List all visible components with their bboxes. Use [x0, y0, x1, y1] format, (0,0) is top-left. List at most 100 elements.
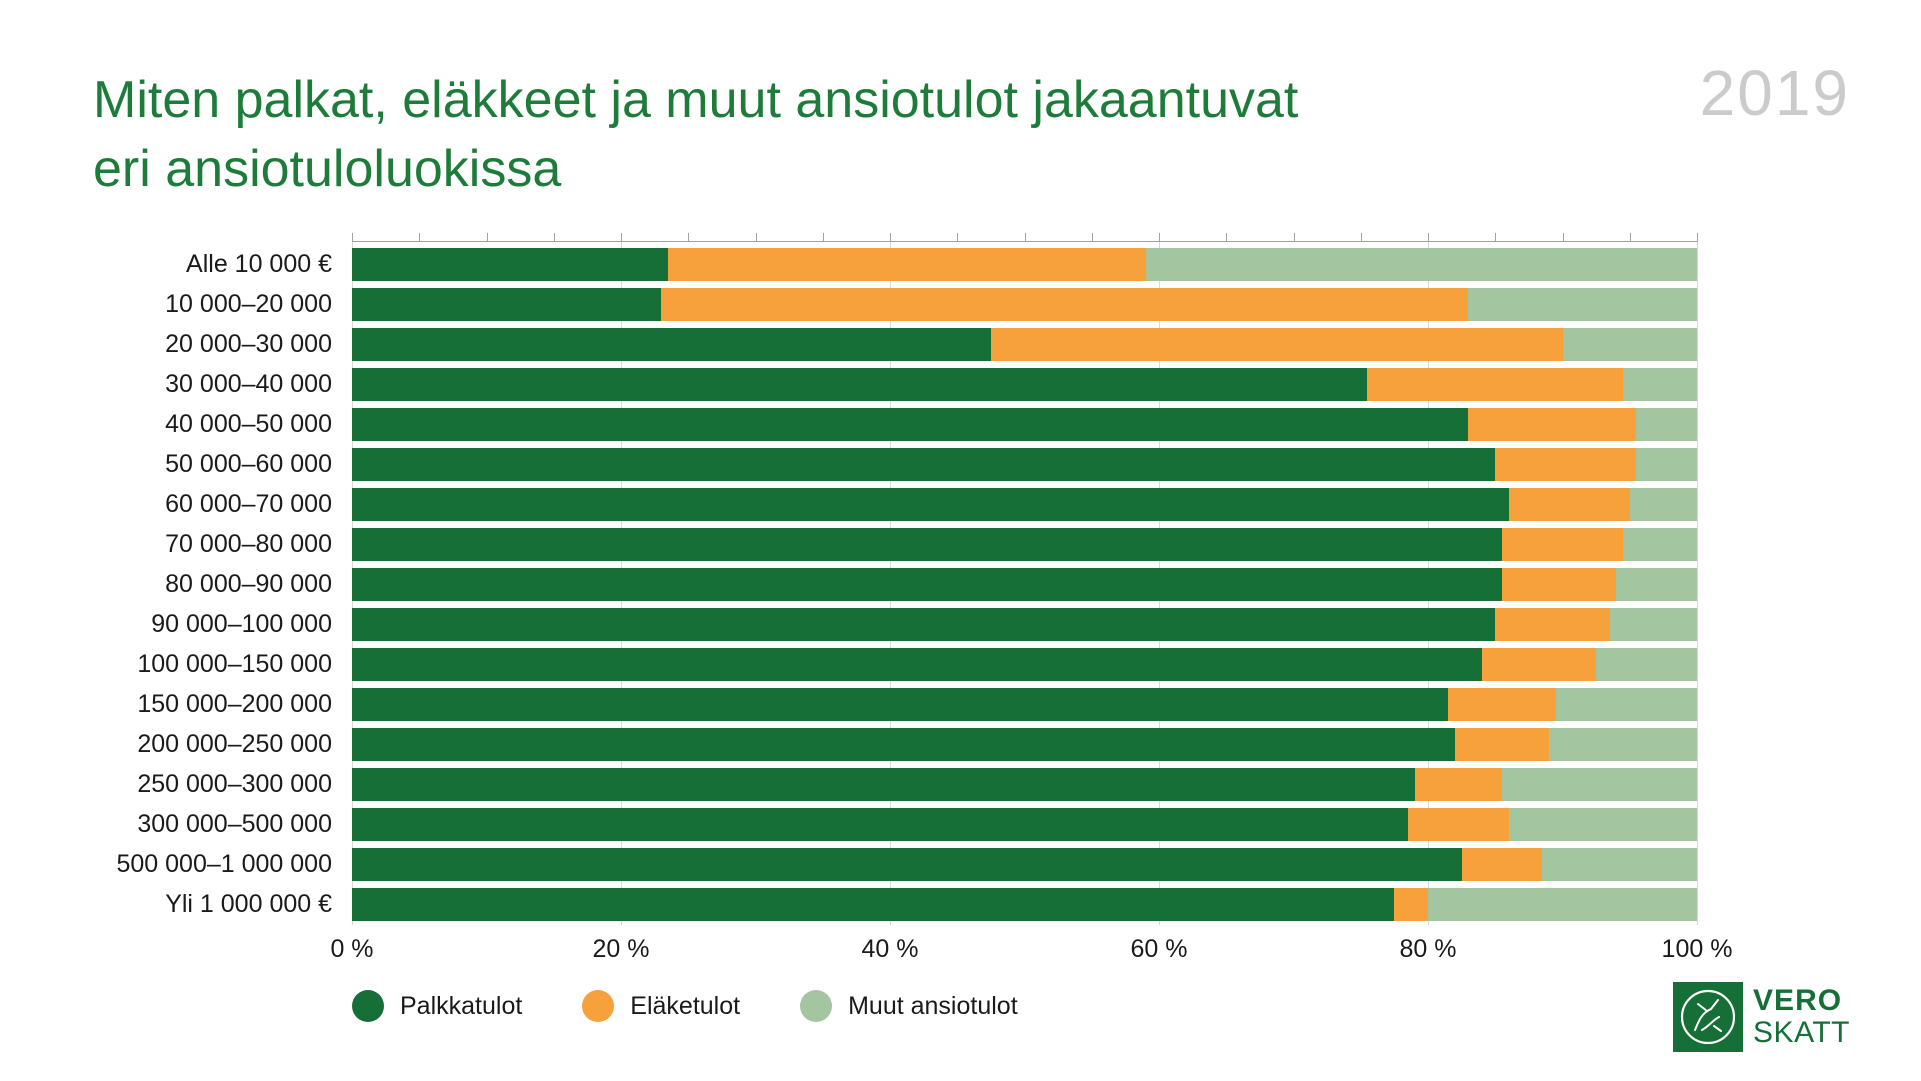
category-label: 250 000–300 000 — [137, 769, 332, 798]
logo-text-vero: VERO — [1753, 983, 1843, 1017]
bar-track — [352, 807, 1697, 841]
axis-tick — [352, 233, 353, 242]
bar-segment-elaketulot — [1407, 807, 1509, 841]
bar-segment-elaketulot — [1448, 687, 1556, 721]
chart-title-line1: Miten palkat, eläkkeet ja muut ansiotulo… — [93, 71, 1299, 129]
chart-row: 80 000–90 000 — [25, 564, 1697, 604]
bar-segment-palkkatulot — [352, 487, 1509, 521]
bar-segment-muut-ansiotulot — [1609, 607, 1697, 641]
axis-tick — [1293, 233, 1295, 242]
bar-segment-elaketulot — [1394, 887, 1428, 921]
bar-track — [352, 607, 1697, 641]
axis-tick — [1024, 233, 1026, 242]
bar-segment-palkkatulot — [352, 327, 991, 361]
chart-row: Yli 1 000 000 € — [25, 884, 1697, 924]
x-axis-tick-label: 100 % — [1661, 935, 1733, 963]
chart-row: 70 000–80 000 — [25, 524, 1697, 564]
chart-row: Alle 10 000 € — [25, 244, 1697, 284]
axis-tick — [419, 233, 421, 242]
bar-track — [352, 567, 1697, 601]
bar-segment-elaketulot — [1495, 607, 1610, 641]
category-label: Alle 10 000 € — [186, 249, 332, 278]
axis-tick — [1629, 233, 1631, 242]
axis-tick — [1697, 233, 1698, 242]
legend-item-muut-ansiotulot: Muut ansiotulot — [800, 990, 1018, 1022]
bar-track — [352, 327, 1697, 361]
bar-segment-muut-ansiotulot — [1428, 887, 1697, 921]
category-label: 30 000–40 000 — [165, 369, 332, 398]
category-label: 10 000–20 000 — [165, 289, 332, 318]
legend-item-elaketulot: Eläketulot — [582, 990, 740, 1022]
x-axis-tick-label: 60 % — [1130, 935, 1188, 963]
category-label: 40 000–50 000 — [165, 409, 332, 438]
category-label: 70 000–80 000 — [165, 529, 332, 558]
bar-track — [352, 247, 1697, 281]
chart-row: 60 000–70 000 — [25, 484, 1697, 524]
bar-segment-elaketulot — [1414, 767, 1502, 801]
bar-segment-palkkatulot — [352, 367, 1368, 401]
bar-segment-muut-ansiotulot — [1468, 287, 1697, 321]
axis-tick — [755, 233, 757, 242]
axis-tick — [486, 233, 488, 242]
bar-segment-palkkatulot — [352, 527, 1502, 561]
x-axis: 0 % 20 % 40 % 60 % 80 % 100 % — [330, 935, 1732, 967]
chart-legend: Palkkatulot Eläketulot Muut ansiotulot — [352, 990, 1018, 1022]
x-axis-tick-label: 20 % — [592, 935, 650, 963]
bar-segment-palkkatulot — [352, 807, 1408, 841]
bar-track — [352, 407, 1697, 441]
axis-tick — [822, 233, 824, 242]
bar-track — [352, 527, 1697, 561]
bar-segment-muut-ansiotulot — [1508, 807, 1697, 841]
bar-segment-elaketulot — [1468, 407, 1637, 441]
axis-tick — [1428, 233, 1429, 242]
category-label: 200 000–250 000 — [137, 729, 332, 758]
legend-swatch-icon — [582, 990, 615, 1022]
chart-row: 200 000–250 000 — [25, 724, 1697, 764]
legend-swatch-icon — [800, 990, 833, 1022]
axis-tick — [688, 233, 690, 242]
vero-skatt-logo: VERO SKATT — [1673, 982, 1850, 1052]
bar-track — [352, 287, 1697, 321]
bar-segment-muut-ansiotulot — [1549, 727, 1697, 761]
bar-track — [352, 887, 1697, 921]
axis-tick — [890, 233, 891, 242]
chart-title-line2: eri ansiotuloluokissa — [93, 139, 562, 198]
chart-row: 50 000–60 000 — [25, 444, 1697, 484]
bar-track — [352, 727, 1697, 761]
bar-segment-elaketulot — [668, 247, 1146, 281]
category-label: 500 000–1 000 000 — [116, 849, 333, 878]
bar-track — [352, 647, 1697, 681]
bar-segment-palkkatulot — [352, 687, 1449, 721]
chart-row: 500 000–1 000 000 — [25, 844, 1697, 884]
chart-row: 30 000–40 000 — [25, 364, 1697, 404]
chart-row: 300 000–500 000 — [25, 804, 1697, 844]
axis-tick — [1495, 233, 1497, 242]
chart-row: 150 000–200 000 — [25, 684, 1697, 724]
category-label: 20 000–30 000 — [165, 329, 332, 358]
bar-segment-palkkatulot — [352, 567, 1502, 601]
bar-segment-palkkatulot — [352, 407, 1469, 441]
category-label: 100 000–150 000 — [137, 649, 332, 678]
axis-tick — [1226, 233, 1228, 242]
chart-row: 100 000–150 000 — [25, 644, 1697, 684]
category-label: 50 000–60 000 — [165, 449, 332, 478]
stacked-bar-chart: Alle 10 000 € 10 000–20 000 20 000–30 000 3… — [25, 233, 1732, 981]
year-label: 2019 — [1699, 57, 1850, 129]
category-label: 80 000–90 000 — [165, 569, 332, 598]
bar-segment-muut-ansiotulot — [1596, 647, 1697, 681]
bar-segment-muut-ansiotulot — [1542, 847, 1697, 881]
bar-rows: Alle 10 000 € 10 000–20 000 20 000–30 000 3… — [25, 241, 1697, 924]
legend-swatch-icon — [352, 990, 384, 1022]
bar-segment-elaketulot — [1367, 367, 1624, 401]
bar-segment-elaketulot — [1461, 847, 1543, 881]
bar-segment-muut-ansiotulot — [1636, 407, 1697, 441]
bar-segment-palkkatulot — [352, 287, 662, 321]
category-label: Yli 1 000 000 € — [165, 889, 332, 918]
legend-label: Muut ansiotulot — [848, 991, 1018, 1020]
bar-track — [352, 367, 1697, 401]
bar-track — [352, 487, 1697, 521]
bar-segment-palkkatulot — [352, 767, 1415, 801]
axis-tick — [1091, 233, 1093, 242]
bar-segment-elaketulot — [1508, 487, 1630, 521]
x-axis-tick-label: 40 % — [861, 935, 919, 963]
